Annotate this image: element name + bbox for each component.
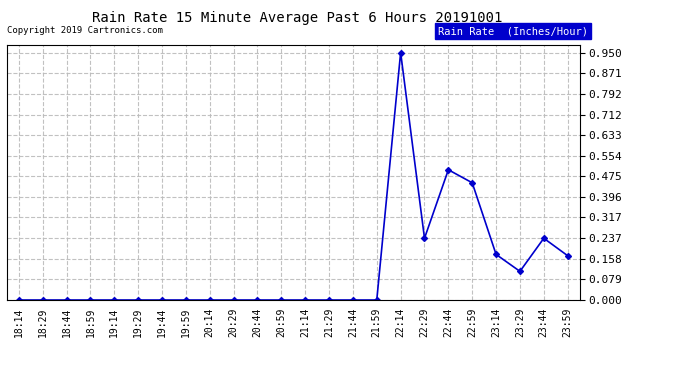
Text: Rain Rate  (Inches/Hour): Rain Rate (Inches/Hour)	[438, 26, 588, 36]
Text: Copyright 2019 Cartronics.com: Copyright 2019 Cartronics.com	[7, 26, 163, 35]
Text: Rain Rate 15 Minute Average Past 6 Hours 20191001: Rain Rate 15 Minute Average Past 6 Hours…	[92, 11, 502, 25]
